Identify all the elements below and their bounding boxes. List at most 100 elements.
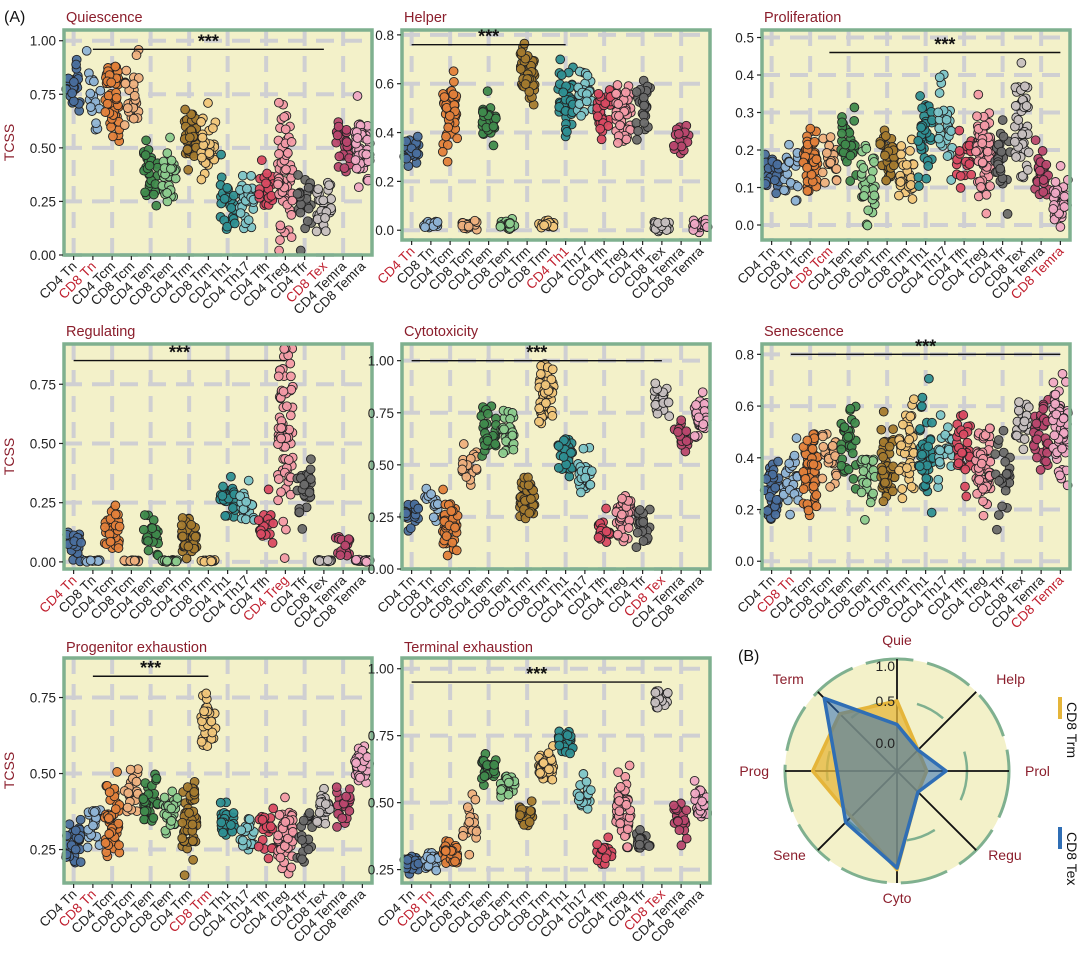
data-point [836,444,847,455]
data-point [89,807,100,817]
data-point [219,193,230,204]
data-point [333,121,344,132]
data-point [131,776,142,787]
data-point [660,217,671,228]
y-tick-label: 0.75 [30,691,56,706]
data-point [954,125,965,136]
data-point [449,76,459,87]
data-point [934,88,945,98]
y-tick-label: 0.00 [368,562,394,577]
data-point [352,91,363,101]
data-point [603,832,614,843]
data-point [995,163,1006,174]
data-point [488,140,499,151]
points-cd8-tex [649,217,674,237]
data-point [635,505,645,515]
data-point [831,175,842,186]
data-point [207,727,218,738]
data-point [1014,397,1024,407]
data-point [471,826,482,837]
data-point [906,180,916,190]
data-point [1017,129,1028,140]
data-point [479,419,489,429]
data-point [297,524,308,534]
data-point [789,450,800,461]
y-tick-label: 0.50 [368,796,394,811]
data-point [70,825,81,836]
data-point [869,190,880,201]
data-point [1035,165,1045,176]
data-point [847,448,858,459]
data-point [148,189,159,200]
data-point [344,806,355,816]
data-point [802,435,813,446]
data-point [337,813,348,824]
data-point [143,545,154,556]
data-point [650,697,661,708]
data-point [639,100,649,111]
data-point [463,221,474,232]
data-point [613,138,623,148]
data-point [324,180,334,191]
data-point [470,794,481,805]
data-point [120,78,131,89]
data-point [507,430,518,441]
data-point [257,814,268,825]
data-point [89,76,99,87]
data-point [216,149,226,160]
points-cd8-tn [80,555,105,567]
data-point [673,427,683,437]
data-point [106,77,117,88]
data-point [144,160,155,171]
points-cd4-th17 [933,69,958,185]
data-point [634,839,645,850]
data-point [976,458,987,469]
data-point [519,38,530,49]
data-point [946,126,957,136]
data-point [437,146,448,157]
data-point [229,218,240,229]
data-point [904,425,915,435]
y-tick-label: 0.5 [735,31,754,46]
data-point [274,97,284,108]
data-point [613,767,623,778]
data-point [457,464,468,475]
data-point [479,771,490,782]
data-point [620,87,631,98]
data-point [981,189,992,200]
data-point [689,219,700,229]
data-point [334,151,345,162]
data-point [273,495,283,506]
data-point [917,401,927,412]
data-point [600,98,611,108]
data-point [442,156,453,167]
data-point [905,145,915,156]
data-point [71,59,81,70]
radar-tick-label: 0.0 [876,735,896,751]
points-cd8-tcm [119,555,144,567]
data-point [85,88,96,99]
data-point [539,220,549,231]
data-point [914,181,924,191]
data-point [331,782,342,793]
legend-label: CD8 Trm [1064,702,1080,758]
data-point [464,817,475,827]
data-point [942,151,953,161]
data-point [880,150,890,161]
data-point [131,50,142,61]
data-point [412,131,423,142]
data-point [304,487,315,498]
data-point [553,441,564,451]
data-point [504,777,514,788]
data-point [971,146,981,157]
data-point [183,541,194,552]
points-cd8-tem [496,405,519,459]
data-point [990,449,1001,459]
data-point [95,85,106,96]
data-point [280,792,290,803]
data-point [600,853,611,864]
data-point [489,760,500,770]
data-point [849,102,860,113]
panel-title: Progenitor exhaustion [66,640,207,656]
data-point [262,168,272,179]
